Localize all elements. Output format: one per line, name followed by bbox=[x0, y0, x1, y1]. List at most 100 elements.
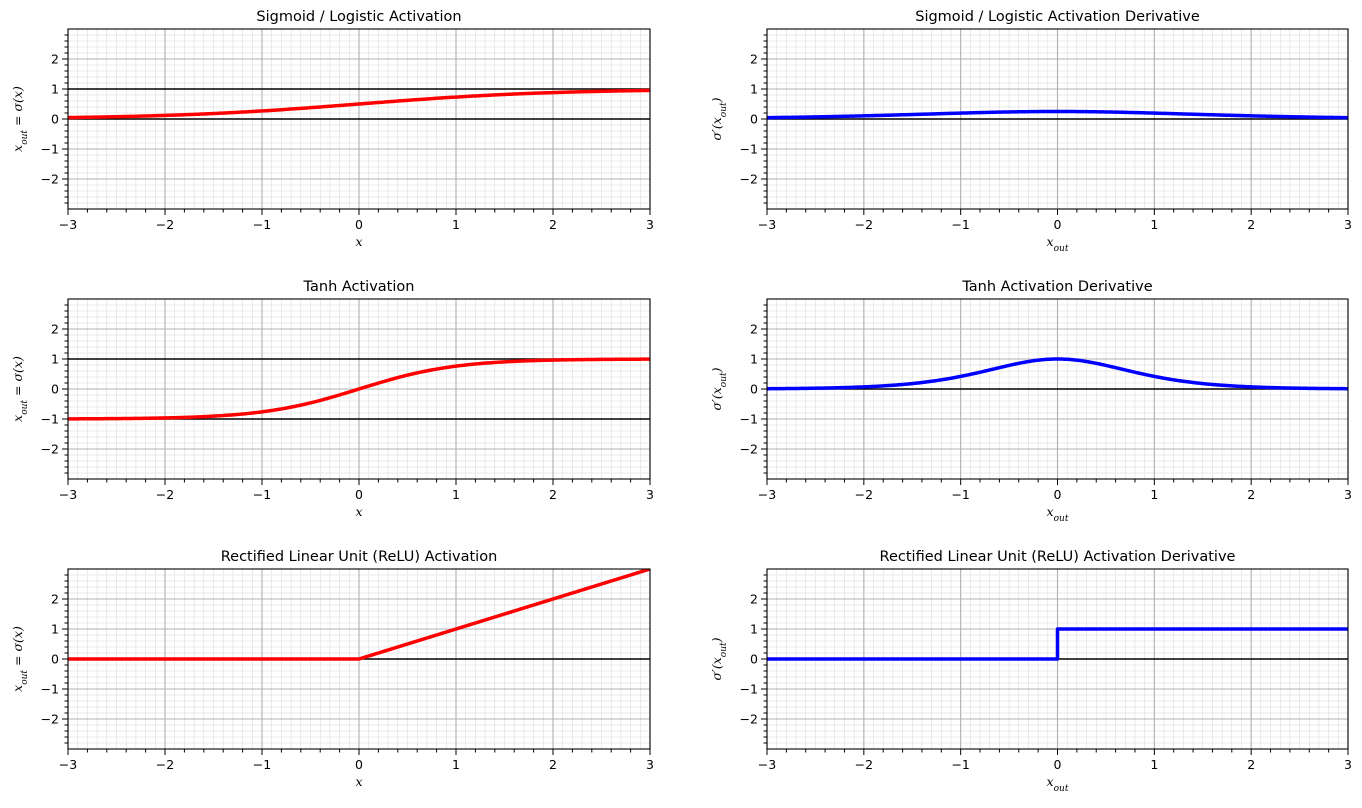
y-axis-label-part: out bbox=[719, 372, 729, 387]
x-tick-label: −3 bbox=[758, 487, 776, 502]
x-axis-label: xout bbox=[1047, 774, 1069, 794]
y-tick-label: −1 bbox=[740, 142, 758, 157]
x-tick-label: 0 bbox=[1054, 487, 1062, 502]
x-axis-label-part: out bbox=[1054, 514, 1069, 524]
y-tick-label: 2 bbox=[51, 52, 59, 67]
y-tick-label: 2 bbox=[750, 592, 758, 607]
y-tick-label: 2 bbox=[750, 322, 758, 337]
x-tick-label: −1 bbox=[253, 487, 271, 502]
x-axis-label-part: out bbox=[1054, 784, 1069, 794]
x-tick-label: 2 bbox=[1247, 487, 1255, 502]
y-axis-label-part: = σ( bbox=[10, 367, 25, 400]
chart-panel-relu-derivative: −3 −2 −1 0 1 2 3 −2 −1 0 1 2 Rectified Linear Unit (… bbox=[709, 549, 1352, 794]
x-axis-label: xout bbox=[1047, 234, 1069, 254]
y-tick-label: 0 bbox=[750, 382, 758, 397]
y-axis-label-part: x bbox=[10, 685, 25, 692]
chart-panel-relu: −3 −2 −1 0 1 2 3 −2 −1 0 1 2 Rectified Linear Unit (… bbox=[10, 549, 654, 789]
y-tick-label: −1 bbox=[41, 142, 59, 157]
y-axis-label-part: out bbox=[719, 642, 729, 657]
y-tick-label: −1 bbox=[740, 412, 758, 427]
x-tick-label: −2 bbox=[855, 487, 873, 502]
series-line-tanh-derivative bbox=[767, 357, 1348, 391]
y-axis-label-part: = σ( bbox=[10, 637, 25, 670]
chart-title: Tanh Activation bbox=[303, 279, 415, 295]
y-tick-label: 2 bbox=[51, 592, 59, 607]
x-tick-label: 2 bbox=[549, 487, 557, 502]
chart-title: Tanh Activation Derivative bbox=[961, 279, 1152, 295]
x-tick-label: −2 bbox=[855, 217, 873, 232]
y-axis-label: σ′(xout) bbox=[709, 637, 729, 680]
y-axis-label-part: = σ( bbox=[10, 97, 25, 130]
x-tick-label: −1 bbox=[253, 757, 271, 772]
y-tick-label: −2 bbox=[740, 172, 758, 187]
chart-title: Sigmoid / Logistic Activation bbox=[256, 9, 461, 25]
x-tick-label: −1 bbox=[951, 757, 969, 772]
y-tick-label: 1 bbox=[750, 622, 758, 637]
chart-title: Sigmoid / Logistic Activation Derivative bbox=[915, 9, 1200, 25]
x-tick-label: −3 bbox=[758, 757, 776, 772]
y-axis-label-part: x bbox=[10, 415, 25, 422]
x-tick-label: 1 bbox=[452, 217, 460, 232]
x-tick-label: 3 bbox=[1344, 757, 1352, 772]
x-tick-label: 0 bbox=[355, 487, 363, 502]
series-line-sigmoid bbox=[68, 88, 650, 120]
series-line-sigmoid-derivative bbox=[767, 109, 1348, 120]
chart-title: Rectified Linear Unit (ReLU) Activation … bbox=[880, 549, 1236, 565]
y-axis-label-part: ) bbox=[10, 86, 25, 92]
y-tick-label: −2 bbox=[41, 442, 59, 457]
y-axis-label: xout = σ(x) bbox=[10, 356, 30, 422]
x-tick-label: 3 bbox=[1344, 217, 1352, 232]
x-axis-label-part: x bbox=[355, 774, 362, 789]
y-axis-label: xout = σ(x) bbox=[10, 86, 30, 152]
x-axis-label-part: x bbox=[1047, 504, 1054, 519]
y-axis-label-part: ) bbox=[709, 367, 724, 373]
x-tick-label: −2 bbox=[855, 757, 873, 772]
x-tick-label: 2 bbox=[1247, 757, 1255, 772]
y-tick-label: 0 bbox=[750, 112, 758, 127]
y-tick-label: −2 bbox=[740, 712, 758, 727]
x-tick-label: 2 bbox=[549, 217, 557, 232]
y-tick-label: −2 bbox=[41, 172, 59, 187]
x-axis-label: x bbox=[355, 234, 362, 249]
x-tick-label: 0 bbox=[1054, 757, 1062, 772]
y-axis-label-part: ) bbox=[709, 637, 724, 643]
x-tick-label: 3 bbox=[646, 217, 654, 232]
y-tick-label: 1 bbox=[51, 352, 59, 367]
x-tick-label: 3 bbox=[646, 757, 654, 772]
x-tick-label: −3 bbox=[59, 217, 77, 232]
x-tick-label: 0 bbox=[1054, 217, 1062, 232]
y-axis-label-part: out bbox=[20, 670, 30, 685]
x-axis-label: x bbox=[355, 774, 362, 789]
y-tick-label: 1 bbox=[750, 82, 758, 97]
y-tick-label: 1 bbox=[51, 82, 59, 97]
x-axis-label-part: x bbox=[1047, 774, 1054, 789]
chart-panel-sigmoid: −3 −2 −1 0 1 2 3 −2 −1 0 1 2 Sigmoid / Logistic Acti… bbox=[10, 9, 654, 249]
x-tick-label: −1 bbox=[253, 217, 271, 232]
y-axis-label: σ′(xout) bbox=[709, 97, 729, 140]
x-axis-label-part: out bbox=[1054, 244, 1069, 254]
y-tick-label: −1 bbox=[41, 682, 59, 697]
y-tick-label: −1 bbox=[740, 682, 758, 697]
x-tick-label: 3 bbox=[646, 487, 654, 502]
x-axis-label-part: x bbox=[355, 234, 362, 249]
series-line-relu bbox=[68, 569, 650, 661]
y-axis-label-part: σ′( bbox=[709, 393, 724, 410]
y-tick-label: 0 bbox=[51, 382, 59, 397]
y-axis-label-part: ) bbox=[10, 626, 25, 632]
y-tick-label: 2 bbox=[51, 322, 59, 337]
x-axis-label-part: x bbox=[355, 504, 362, 519]
y-axis-label: xout = σ(x) bbox=[10, 626, 30, 692]
x-tick-label: 1 bbox=[1150, 217, 1158, 232]
x-tick-label: −2 bbox=[156, 217, 174, 232]
x-tick-label: −1 bbox=[951, 217, 969, 232]
y-axis-label-part: x bbox=[10, 361, 25, 368]
x-tick-label: 1 bbox=[1150, 757, 1158, 772]
y-tick-label: 0 bbox=[750, 652, 758, 667]
y-axis-label: σ′(xout) bbox=[709, 367, 729, 410]
x-tick-label: −3 bbox=[59, 757, 77, 772]
y-tick-label: 1 bbox=[51, 622, 59, 637]
x-tick-label: −2 bbox=[156, 757, 174, 772]
x-tick-label: 0 bbox=[355, 757, 363, 772]
